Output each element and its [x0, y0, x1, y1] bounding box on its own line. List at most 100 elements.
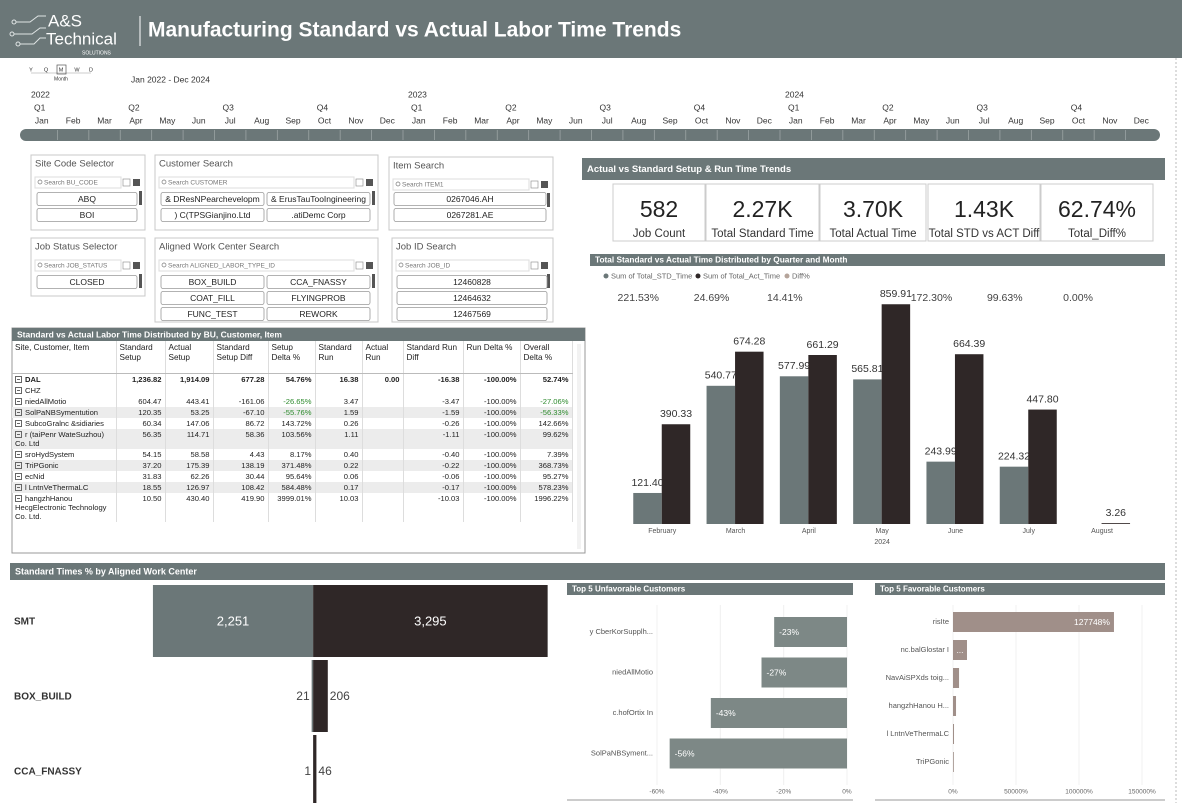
slicer-item-label[interactable]: 12464632	[453, 293, 491, 303]
slicer-item-label[interactable]: COAT_FILL	[190, 293, 235, 303]
slicer-item-label[interactable]: 12467569	[453, 309, 491, 319]
expand-toggle[interactable]	[15, 398, 22, 405]
slicer-item[interactable]	[160, 307, 265, 321]
slicer-item-label[interactable]: CCA_FNASSY	[290, 277, 347, 287]
timeline-month[interactable]: Jun	[946, 115, 960, 125]
granularity-option[interactable]: Q	[44, 67, 49, 73]
slicer-item[interactable]	[160, 208, 265, 222]
expand-toggle[interactable]	[15, 473, 22, 480]
slicer-item[interactable]	[396, 291, 548, 305]
slicer-search-box[interactable]	[395, 259, 530, 272]
slicer-item-label[interactable]: FLYINGPROB	[291, 293, 345, 303]
timeline-quarter: Q3	[600, 102, 612, 112]
granularity-option[interactable]: Y	[29, 67, 33, 73]
timeline-month[interactable]: Apr	[506, 115, 519, 125]
timeline-month[interactable]: Mar	[851, 115, 866, 125]
slicer-item[interactable]	[160, 192, 265, 206]
timeline-month[interactable]: Jan	[789, 115, 803, 125]
slicer-item-label[interactable]: & DResNPearchevelopm	[165, 194, 259, 204]
expand-toggle[interactable]	[15, 462, 22, 469]
timeline-month[interactable]: Jun	[569, 115, 583, 125]
timeline-bar	[20, 129, 1160, 141]
slicer-item[interactable]	[396, 307, 548, 321]
slicer-item[interactable]	[36, 192, 138, 206]
table-cell: 1,236.82	[116, 373, 166, 385]
timeline-month[interactable]: Jan	[412, 115, 426, 125]
expand-toggle[interactable]	[15, 420, 22, 427]
slicer-item[interactable]	[393, 208, 547, 222]
expand-toggle[interactable]	[15, 431, 22, 438]
timeline-month[interactable]: Nov	[725, 115, 741, 125]
timeline-month[interactable]: Sep	[662, 115, 677, 125]
timeline-month[interactable]: Sep	[285, 115, 300, 125]
timeline-month[interactable]: Mar	[474, 115, 489, 125]
slicer-item[interactable]	[266, 208, 371, 222]
slicer-item-label[interactable]: .atiDemc Corp	[291, 210, 346, 220]
timeline-month[interactable]: Jun	[192, 115, 206, 125]
slicer-item-label[interactable]: FUNC_TEST	[187, 309, 237, 319]
slicer-search-box[interactable]	[34, 176, 122, 189]
timeline-month[interactable]: May	[913, 115, 930, 125]
timeline-month[interactable]: Oct	[695, 115, 709, 125]
slicer-item-label[interactable]: & ErusTauTooIngineering	[271, 194, 366, 204]
timeline-month[interactable]: Dec	[1134, 115, 1150, 125]
slicer-search-box[interactable]	[158, 259, 355, 272]
slicer-search-box[interactable]	[158, 176, 355, 189]
slicer-item-label[interactable]: BOI	[80, 210, 95, 220]
slicer-item[interactable]	[36, 208, 138, 222]
slicer-item-label[interactable]: 12460828	[453, 277, 491, 287]
timeline-month[interactable]: Feb	[66, 115, 81, 125]
timeline-month[interactable]: Aug	[631, 115, 646, 125]
slicer-item[interactable]	[266, 291, 371, 305]
timeline-month[interactable]: Oct	[1072, 115, 1086, 125]
timeline-month[interactable]: Sep	[1039, 115, 1054, 125]
granularity-option[interactable]: D	[89, 67, 93, 73]
timeline-month[interactable]: Apr	[129, 115, 142, 125]
timeline-month[interactable]: Aug	[1008, 115, 1023, 125]
slicer-item-label[interactable]: 0267046.AH	[446, 194, 493, 204]
slicer-item-label[interactable]: ) C(TPSGianjino.Ltd	[174, 210, 250, 220]
timeline-month[interactable]: Oct	[318, 115, 332, 125]
timeline-month[interactable]: Jul	[602, 115, 613, 125]
slicer-item[interactable]	[36, 275, 138, 289]
timeline-month[interactable]: Feb	[443, 115, 458, 125]
timeline-month[interactable]: Feb	[820, 115, 835, 125]
expand-toggle[interactable]	[15, 376, 22, 383]
expand-toggle[interactable]	[15, 484, 22, 491]
expand-toggle[interactable]	[15, 387, 22, 394]
timeline-month[interactable]: Jan	[35, 115, 49, 125]
slicer-item-label[interactable]: 0267281.AE	[447, 210, 494, 220]
slicer-item[interactable]	[266, 307, 371, 321]
timeline-month[interactable]: Nov	[1102, 115, 1118, 125]
slicer-item[interactable]	[266, 275, 371, 289]
slicer-item-label[interactable]: REWORK	[299, 309, 338, 319]
timeline-month[interactable]: May	[536, 115, 553, 125]
slicer-item[interactable]	[393, 192, 547, 206]
timeline-month[interactable]: Nov	[348, 115, 364, 125]
expand-toggle[interactable]	[15, 495, 22, 502]
timeline-month[interactable]: Jul	[225, 115, 236, 125]
expand-toggle[interactable]	[15, 451, 22, 458]
slicer-item[interactable]	[160, 291, 265, 305]
slicer-item-label[interactable]: BOX_BUILD	[189, 277, 237, 287]
slicer-search-box[interactable]	[34, 259, 122, 272]
bar-value-label: 661.29	[807, 339, 839, 351]
slicer-item-label[interactable]: CLOSED	[70, 277, 105, 287]
timeline-month[interactable]: Aug	[254, 115, 269, 125]
granularity-option[interactable]: M	[59, 67, 64, 73]
slicer-item-label[interactable]: ABQ	[78, 194, 96, 204]
granularity-option[interactable]: W	[74, 67, 80, 73]
timeline-month[interactable]: Dec	[757, 115, 773, 125]
bar-value-label: 21	[296, 689, 310, 703]
expand-toggle[interactable]	[15, 409, 22, 416]
slicer-search-box[interactable]	[392, 178, 530, 191]
slicer-item[interactable]	[266, 192, 371, 206]
slicer-item[interactable]	[396, 275, 548, 289]
timeline-month[interactable]: Dec	[380, 115, 396, 125]
timeline-month[interactable]: May	[159, 115, 176, 125]
timeline-month[interactable]: Apr	[883, 115, 896, 125]
timeline-month[interactable]: Mar	[97, 115, 112, 125]
timeline-month[interactable]: Jul	[979, 115, 990, 125]
search-icon	[37, 179, 43, 185]
slicer-item[interactable]	[160, 275, 265, 289]
